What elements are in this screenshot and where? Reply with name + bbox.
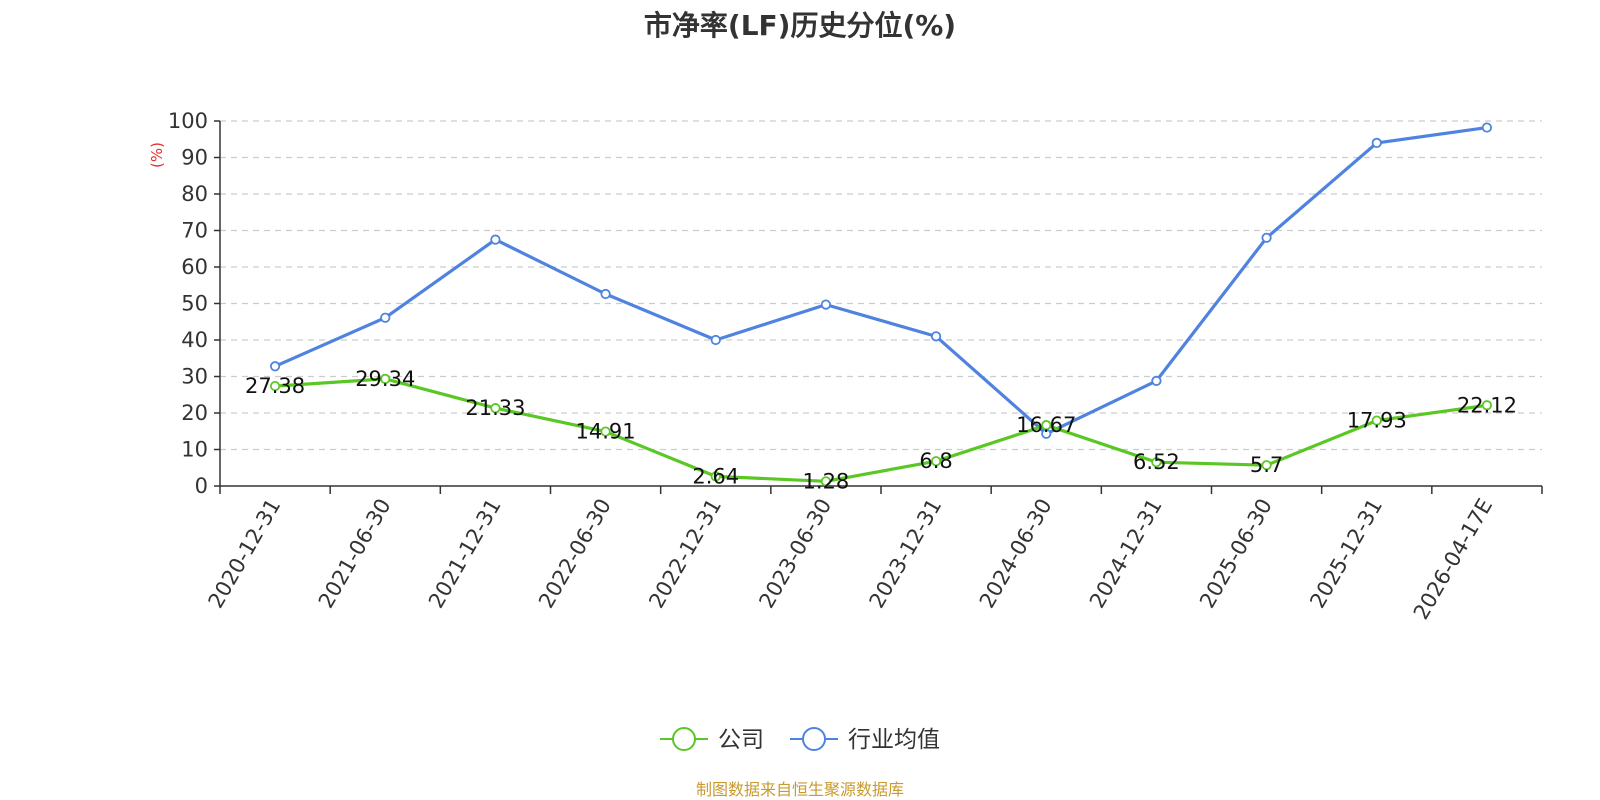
- y-tick-label: 40: [181, 328, 208, 352]
- data-point: [1261, 460, 1272, 471]
- data-point: [1371, 415, 1382, 426]
- data-point: [1371, 137, 1382, 148]
- y-tick-label: 100: [168, 109, 208, 133]
- data-label: 22.12: [1457, 393, 1517, 417]
- data-point: [600, 426, 611, 437]
- data-point: [930, 456, 942, 467]
- legend-item-0[interactable]: 公司: [660, 727, 764, 753]
- data-label: 16.67: [1016, 413, 1076, 437]
- data-label: 5.7: [1250, 453, 1283, 477]
- legend-label: 行业均值: [848, 727, 940, 753]
- data-label: 2.64: [692, 464, 739, 488]
- y-tick-label: 80: [181, 182, 208, 206]
- data-label: 27.38: [245, 374, 305, 398]
- data-point: [1261, 232, 1272, 243]
- x-tick-label: 2023-12-31: [865, 495, 947, 613]
- x-tick-label: 2022-06-30: [534, 495, 616, 613]
- legend-marker-icon: [672, 727, 696, 751]
- x-tick-label: 2022-12-31: [644, 495, 726, 613]
- data-label: 6.8: [919, 449, 952, 473]
- data-label: 1.28: [803, 469, 850, 493]
- x-tick-label: 2024-06-30: [975, 495, 1057, 613]
- y-tick-label: 60: [181, 255, 208, 279]
- data-label: 14.91: [576, 420, 636, 444]
- data-label: 17.93: [1347, 409, 1407, 433]
- y-tick-label: 90: [181, 146, 208, 170]
- x-tick-label: 2020-12-31: [204, 495, 286, 613]
- data-point: [1481, 122, 1493, 133]
- data-point: [1481, 400, 1493, 411]
- data-point: [820, 299, 832, 310]
- x-tick-label: 2023-06-30: [754, 495, 836, 613]
- data-point: [600, 288, 611, 300]
- y-tick-label: 0: [195, 474, 208, 498]
- series-line-0: [274, 377, 1488, 483]
- data-label: 6.52: [1133, 450, 1180, 474]
- data-point: [490, 403, 501, 414]
- y-axis-title: (%): [148, 142, 166, 168]
- data-point: [269, 380, 281, 392]
- legend-item-1[interactable]: 行业均值: [790, 727, 940, 753]
- x-tick-label: 2021-12-31: [424, 495, 506, 613]
- data-point: [380, 373, 391, 385]
- x-tick-label: 2025-06-30: [1195, 495, 1277, 613]
- data-point: [1151, 457, 1162, 468]
- data-point: [1041, 420, 1052, 431]
- data-point: [710, 471, 721, 482]
- y-tick-label: 30: [181, 365, 208, 389]
- x-tick-label: 2021-06-30: [314, 495, 396, 613]
- data-point: [710, 334, 721, 346]
- series-line-1: [274, 126, 1488, 436]
- x-tick-label: 2024-12-31: [1085, 495, 1167, 613]
- grid-layer: [220, 120, 1542, 451]
- data-point: [1151, 375, 1162, 386]
- y-tick-label: 50: [181, 292, 208, 316]
- data-point: [269, 361, 281, 372]
- x-tick-label: 2026-04-17E: [1409, 495, 1497, 624]
- data-label: 21.33: [465, 396, 525, 420]
- legend-marker-icon: [802, 727, 826, 751]
- data-point: [930, 331, 942, 342]
- y-tick-label: 70: [181, 219, 208, 243]
- data-point: [380, 312, 391, 323]
- data-point: [490, 234, 501, 245]
- data-source-note: 制图数据来自恒生聚源数据库: [695, 780, 904, 799]
- legend[interactable]: 公司 行业均值: [660, 727, 940, 753]
- x-tick-label: 2025-12-31: [1305, 495, 1387, 613]
- y-tick-label: 20: [181, 401, 208, 425]
- data-point: [820, 476, 832, 487]
- legend-label: 公司: [718, 727, 764, 753]
- y-tick-label: 10: [181, 438, 208, 462]
- data-label: 29.34: [355, 367, 415, 391]
- chart-title: 市净率(LF)历史分位(%): [643, 9, 957, 42]
- data-label-layer: 27.38 29.34 21.33 14.91 2.64 1.28 6.8 16.67 6.52…: [245, 367, 1517, 493]
- series-layer: [269, 122, 1493, 487]
